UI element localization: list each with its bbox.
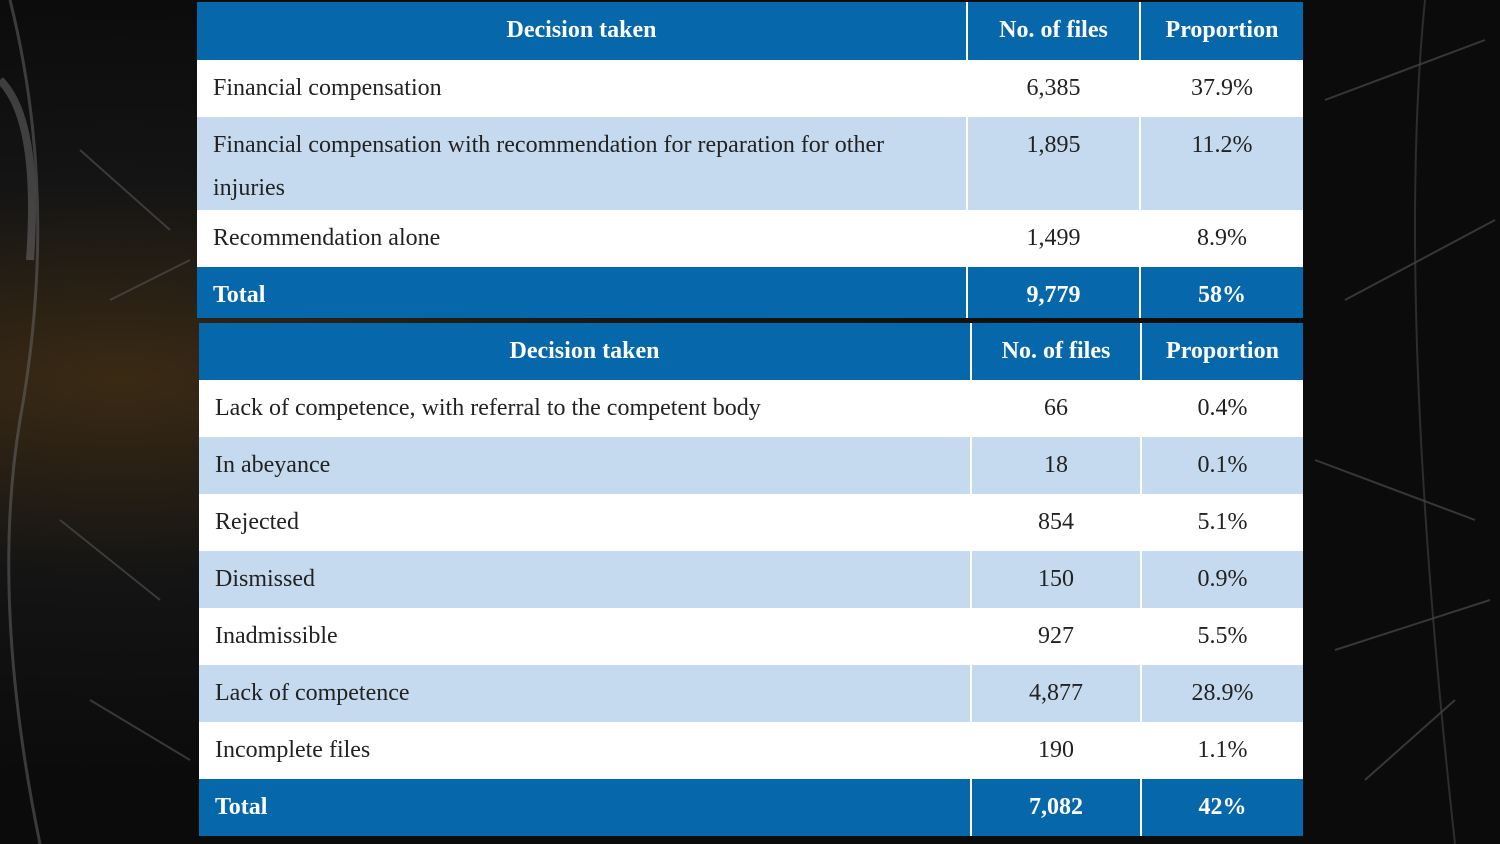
table-cell: In abeyance (199, 437, 972, 494)
table-cell: Financial compensation (197, 60, 968, 117)
table-cell: 4,877 (972, 665, 1142, 722)
table-cell: 37.9% (1141, 60, 1303, 117)
total-cell: Total (199, 779, 972, 836)
table-cell: Rejected (199, 494, 972, 551)
table-cell: Dismissed (199, 551, 972, 608)
header-cell: Proportion (1141, 2, 1303, 60)
table-cell: 6,385 (968, 60, 1141, 117)
table-cell: 1,499 (968, 210, 1141, 267)
table-cell: 190 (972, 722, 1142, 779)
table-cell: 0.4% (1142, 380, 1303, 437)
table-cell: 8.9% (1141, 210, 1303, 267)
table-cell: 150 (972, 551, 1142, 608)
table-cell: Inadmissible (199, 608, 972, 665)
table-cell: Lack of competence (199, 665, 972, 722)
table-cell: 1.1% (1142, 722, 1303, 779)
table-cell: 5.1% (1142, 494, 1303, 551)
table-cell: 18 (972, 437, 1142, 494)
background-texture-right (1314, 0, 1496, 844)
table-cell: 927 (972, 608, 1142, 665)
total-cell: 9,779 (968, 267, 1141, 318)
table-cell: Lack of competence, with referral to the… (199, 380, 972, 437)
header-cell: Decision taken (199, 323, 972, 380)
header-cell: Decision taken (197, 2, 968, 60)
total-cell: 58% (1141, 267, 1303, 318)
table-cell: Financial compensation with recommendati… (197, 117, 968, 210)
header-cell: Proportion (1142, 323, 1303, 380)
table-cell: 854 (972, 494, 1142, 551)
table-cell: 28.9% (1142, 665, 1303, 722)
table-cell: Recommendation alone (197, 210, 968, 267)
header-cell: No. of files (972, 323, 1142, 380)
table: Decision taken No. of files Proportion Lack… (199, 323, 1303, 836)
total-cell: 42% (1142, 779, 1303, 836)
total-cell: Total (197, 267, 968, 318)
table-cell: 0.9% (1142, 551, 1303, 608)
table: Decision taken No. of files Proportion Fina… (197, 2, 1303, 318)
header-cell: No. of files (968, 2, 1141, 60)
table-cell: 1,895 (968, 117, 1141, 210)
table-cell: 66 (972, 380, 1142, 437)
table-cell: 0.1% (1142, 437, 1303, 494)
total-cell: 7,082 (972, 779, 1142, 836)
table-cell: 11.2% (1141, 117, 1303, 210)
background-texture-left (0, 0, 191, 844)
table-cell: Incomplete files (199, 722, 972, 779)
table-cell: 5.5% (1142, 608, 1303, 665)
